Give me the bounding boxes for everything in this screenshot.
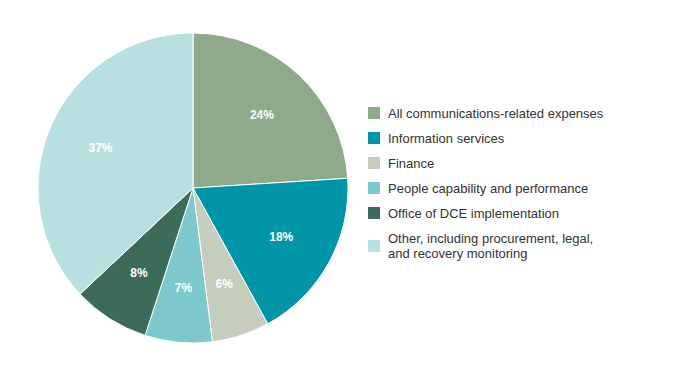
svg-text:6%: 6% [215,277,233,291]
html-text:People capability and performa: People capability and performance [388,180,589,196]
html-text:Office of DCE implementation: Office of DCE implementation [388,205,559,221]
svg-text:18%: 18% [269,230,293,244]
svg-text:24%: 24% [250,108,274,122]
svg-text:8%: 8% [130,266,148,280]
html-text:Other, including procurement,: Other, including procurement, legal, and… [388,230,594,261]
svg-text:37%: 37% [89,141,113,155]
html-text:Information services: Information services [388,130,505,146]
html-text:All communications-related exp: All communications-related expenses [388,105,604,121]
html-text:Finance: Finance [388,155,435,171]
svg-text:7%: 7% [175,281,193,295]
